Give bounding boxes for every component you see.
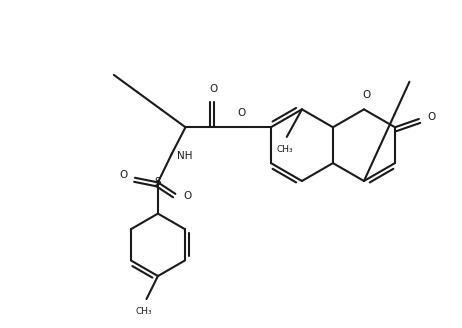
Text: O: O: [427, 112, 435, 122]
Text: O: O: [183, 191, 191, 201]
Text: S: S: [155, 177, 161, 187]
Text: CH₃: CH₃: [276, 145, 293, 154]
Text: CH₃: CH₃: [136, 307, 152, 316]
Text: O: O: [210, 84, 218, 94]
Text: NH: NH: [177, 151, 193, 161]
Text: O: O: [237, 108, 246, 118]
Text: O: O: [119, 171, 127, 180]
Text: O: O: [362, 90, 371, 100]
